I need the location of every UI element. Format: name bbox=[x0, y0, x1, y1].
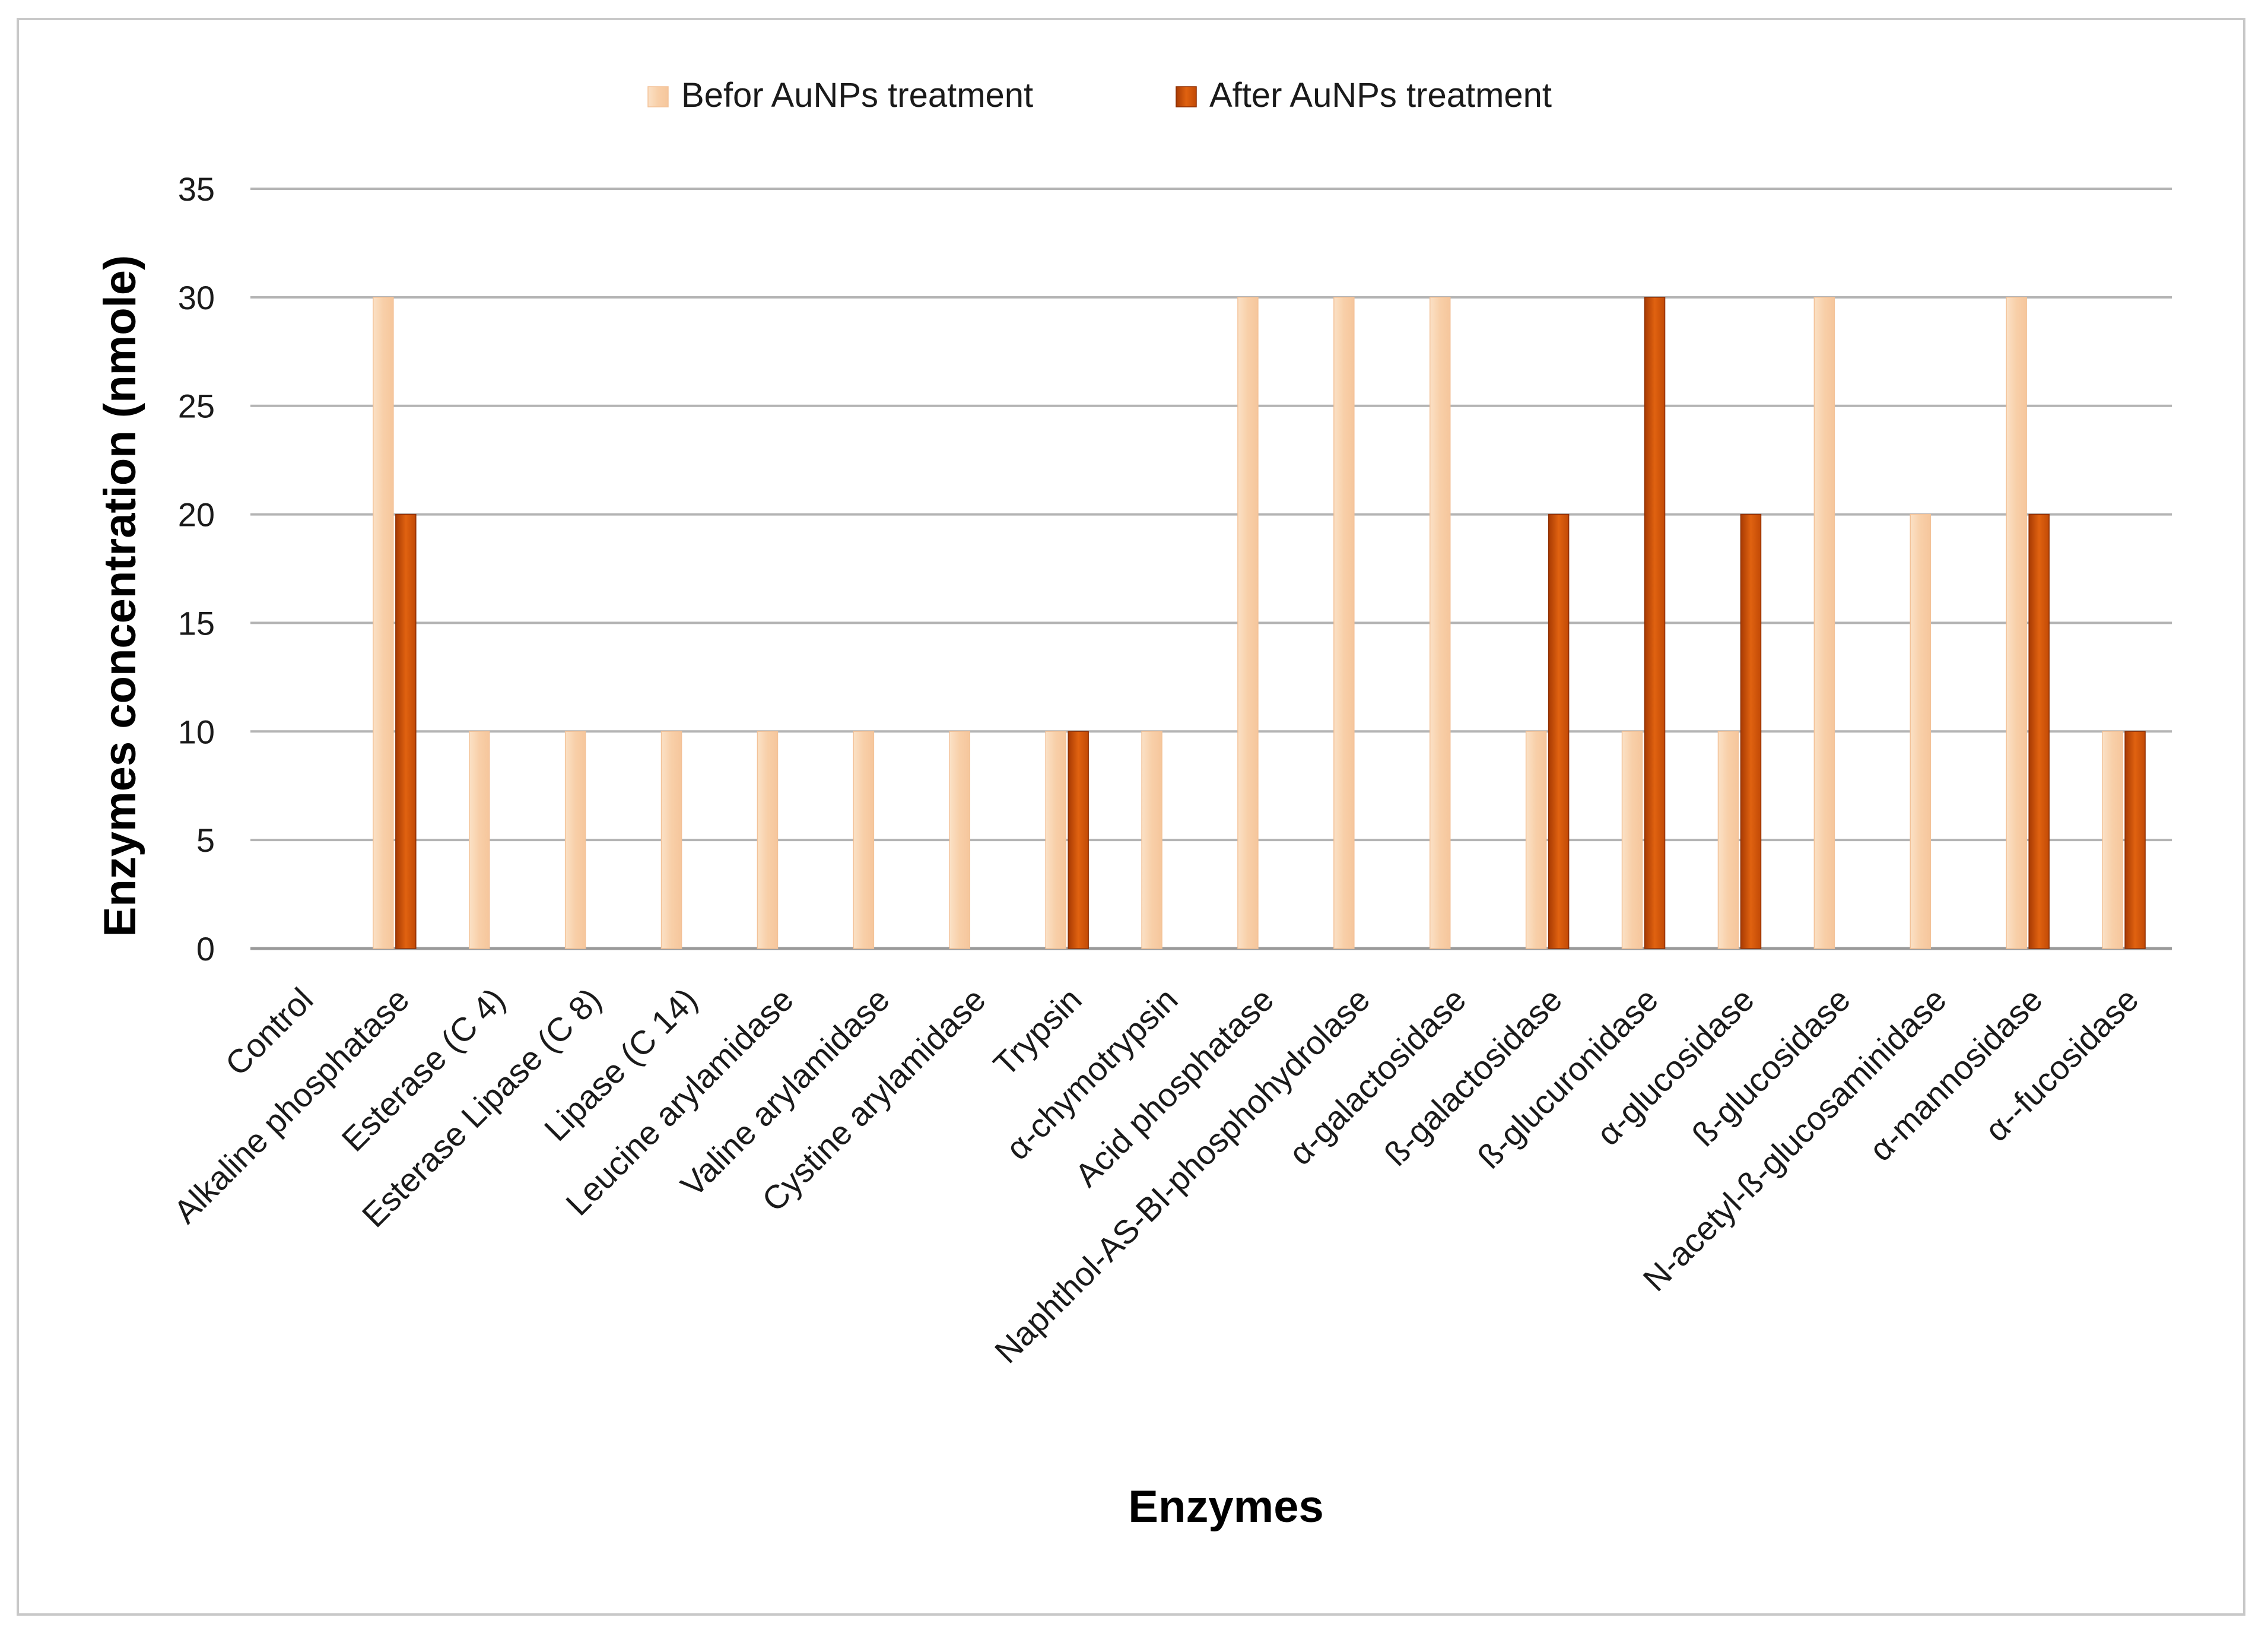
bar-before bbox=[1717, 731, 1739, 949]
bar-before bbox=[853, 731, 875, 949]
bar-before bbox=[1813, 297, 1835, 949]
x-tick-label: Esterase (C 4) bbox=[334, 981, 512, 1159]
y-tick-label: 25 bbox=[178, 388, 215, 425]
bar-before bbox=[469, 731, 490, 949]
bar-before bbox=[949, 731, 970, 949]
bar-before bbox=[564, 731, 586, 949]
x-tick-label: ß-glucuronidase bbox=[1470, 981, 1665, 1175]
bar-before bbox=[1430, 297, 1451, 949]
bar-before bbox=[757, 731, 779, 949]
y-tick-label: 30 bbox=[178, 279, 215, 316]
bar-before bbox=[1525, 731, 1547, 949]
legend-item-before-swatch bbox=[647, 86, 669, 107]
y-tick-label: 20 bbox=[178, 496, 215, 534]
bar-before bbox=[1333, 297, 1355, 949]
bar-after bbox=[1548, 513, 1570, 949]
bar-after bbox=[1644, 297, 1666, 949]
bar-after bbox=[395, 513, 417, 949]
gridlines bbox=[250, 188, 2172, 950]
x-tick-label: α-chymotrypsin bbox=[999, 981, 1185, 1167]
bar-after bbox=[2028, 513, 2050, 949]
y-tick-label: 0 bbox=[196, 930, 215, 968]
bar-before bbox=[1141, 731, 1162, 949]
bars bbox=[373, 297, 2146, 949]
bar-before bbox=[660, 731, 682, 949]
bar-before bbox=[1910, 513, 1931, 949]
x-tick-label: ß-galactosidase bbox=[1377, 981, 1569, 1173]
y-tick-label: 10 bbox=[178, 713, 215, 750]
x-tick-label: α-galactosidase bbox=[1281, 981, 1473, 1172]
bar-after bbox=[1068, 731, 1089, 949]
bar-after bbox=[2124, 731, 2146, 949]
x-tick-label: α-mannosidase bbox=[1862, 981, 2049, 1168]
legend: Befor AuNPs treatment After AuNPs treatme… bbox=[647, 76, 1552, 115]
bar-after bbox=[1740, 513, 1762, 949]
y-axis-title: Enzymes concentration (nmole) bbox=[95, 255, 145, 937]
legend-item-before-label: Befor AuNPs treatment bbox=[681, 76, 1033, 115]
legend-item-after-swatch bbox=[1176, 86, 1197, 107]
bar-before bbox=[1045, 731, 1066, 949]
bar-before bbox=[1621, 731, 1643, 949]
bar-before bbox=[1237, 297, 1259, 949]
chart-frame: 0 5 10 15 20 25 30 35 Control Alkaline phosphatas… bbox=[17, 18, 2245, 1616]
x-axis-title: Enzymes bbox=[1128, 1482, 1324, 1532]
bar-before bbox=[2102, 731, 2123, 949]
bar-before bbox=[2006, 297, 2027, 949]
y-tick-label: 5 bbox=[196, 822, 215, 859]
legend-item-after-label: After AuNPs treatment bbox=[1209, 76, 1552, 115]
y-tick-label: 15 bbox=[178, 604, 215, 642]
bar-before bbox=[373, 297, 394, 949]
y-tick-label: 35 bbox=[178, 170, 215, 208]
